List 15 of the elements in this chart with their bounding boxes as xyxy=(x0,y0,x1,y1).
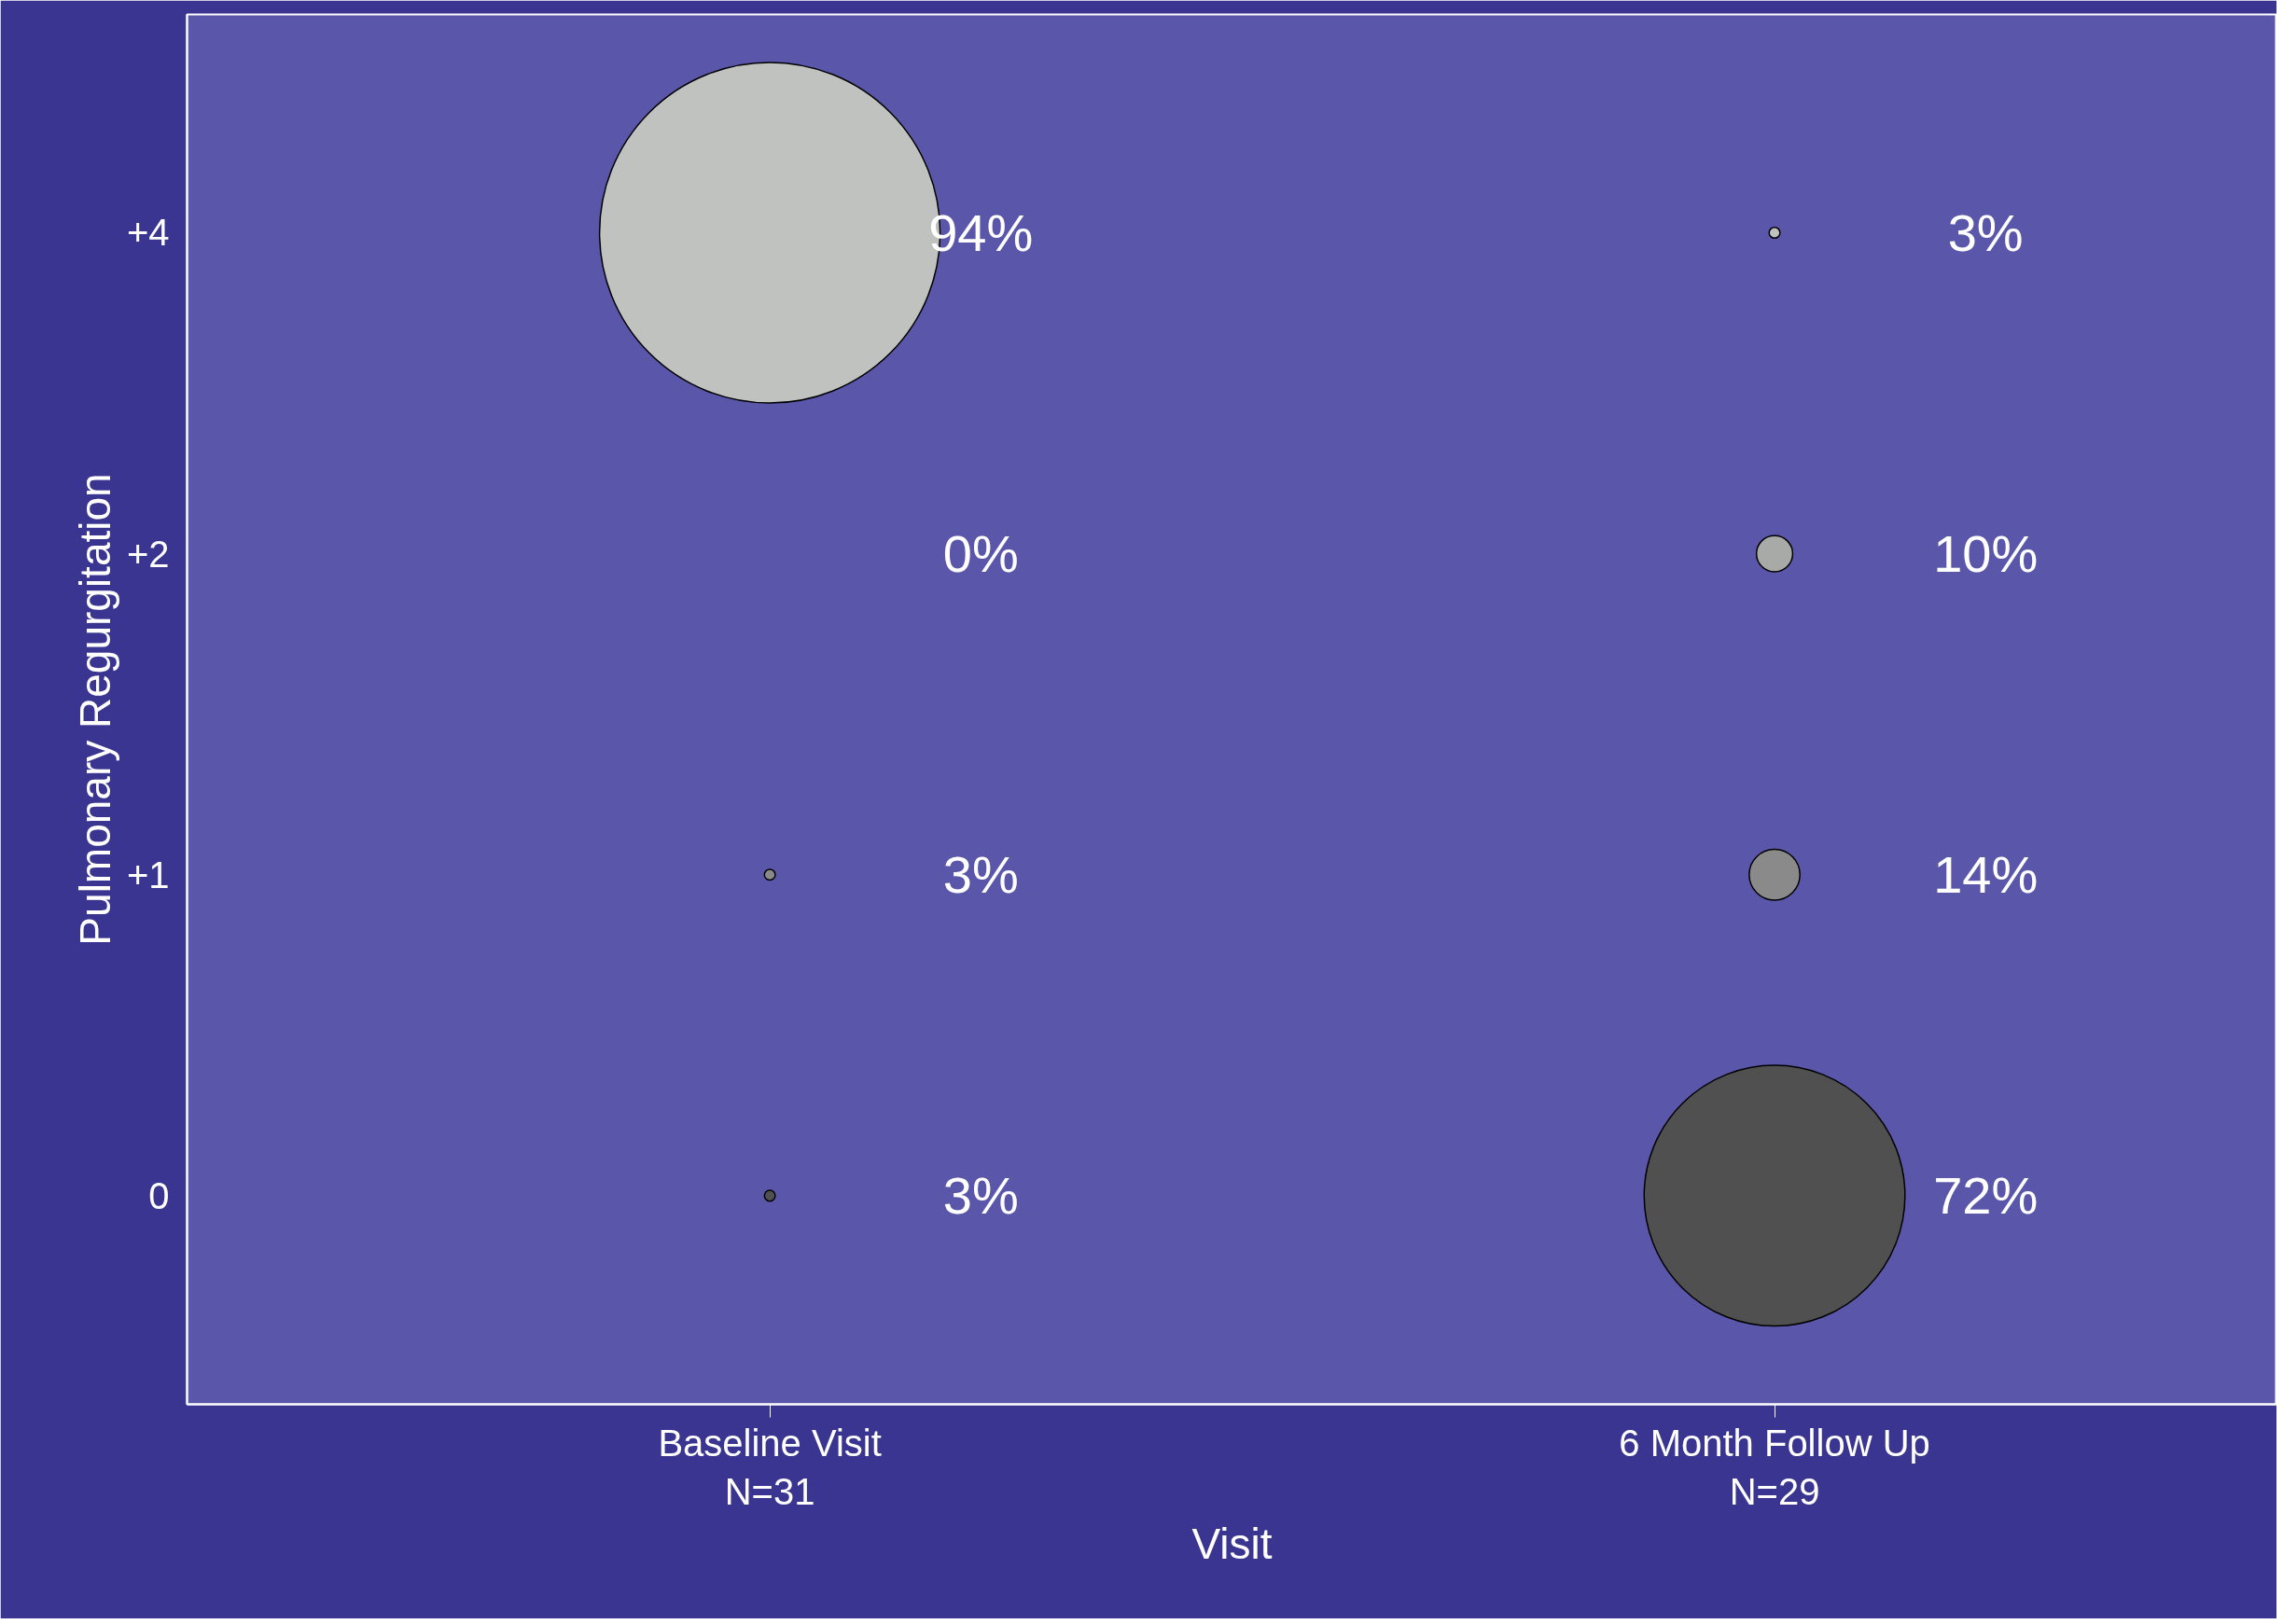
category-label: Baseline Visit N=31 xyxy=(658,1422,882,1513)
category-label: +2 xyxy=(126,533,170,575)
data-label: 72% xyxy=(1933,1166,2039,1226)
data-label: 3% xyxy=(942,845,1019,905)
category-label: +1 xyxy=(126,854,170,895)
data-label: 10% xyxy=(1933,524,2039,584)
category-label: +4 xyxy=(126,212,170,254)
text: Pulmonary Regurgitation xyxy=(70,473,119,946)
data-label: 3% xyxy=(1947,203,2024,262)
category-label: 6 Month Follow Up N=29 xyxy=(1619,1422,1930,1513)
data-label: 14% xyxy=(1933,845,2039,905)
text: Visit xyxy=(1191,1520,1273,1569)
data-label: 3% xyxy=(942,1166,1019,1226)
category-label: 0 xyxy=(148,1174,170,1216)
data-label: 0% xyxy=(942,524,1019,584)
